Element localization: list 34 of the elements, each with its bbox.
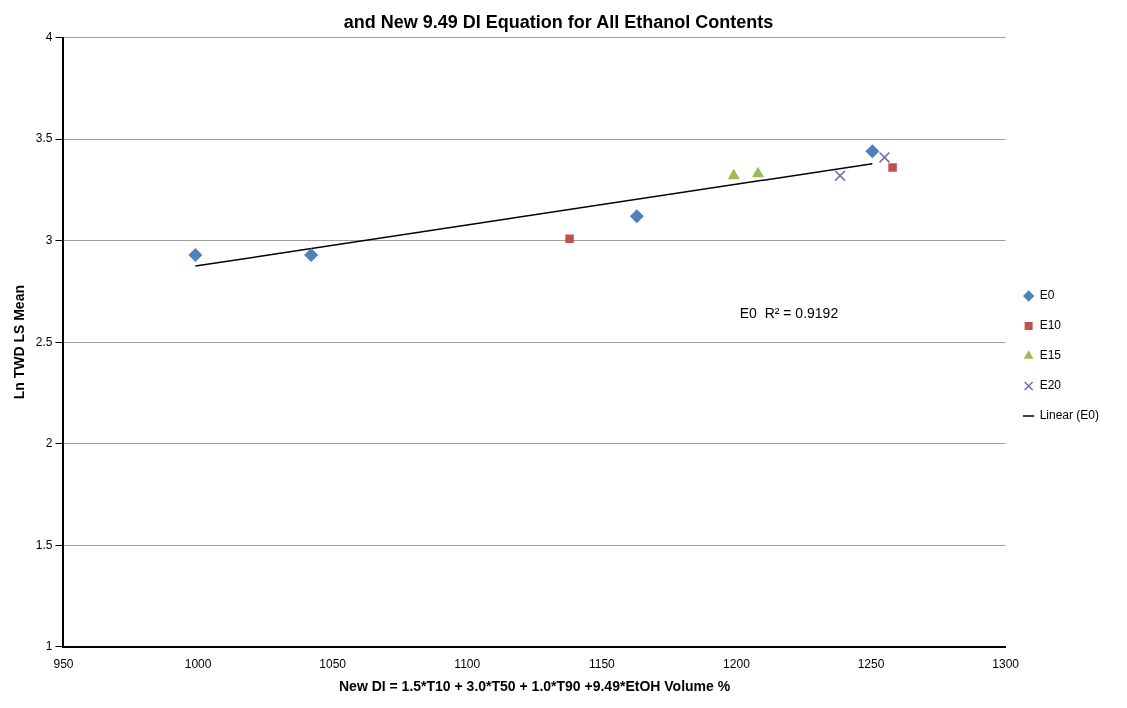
x-tick-label: 1150 [588,657,616,672]
annotation: E0 R² = 0.9192 [739,304,839,321]
legend-label: E10 [1039,318,1062,333]
point [565,234,574,243]
y-tick-label: 3 [45,232,53,247]
y-tick-label: 3.5 [35,131,53,146]
point [188,247,203,262]
point [751,166,765,178]
point [304,247,319,262]
x-tick-label: 1250 [857,657,885,672]
y-tick-label: 2 [45,436,53,451]
point [878,151,891,164]
y-tick-label: 1 [45,639,53,654]
point [727,168,740,180]
legend-label: Linear (E0) [1039,408,1100,423]
point [834,169,846,182]
y-axis-title: Ln TWD LS Mean [11,285,28,400]
x-tick-label: 1200 [723,657,751,672]
y-tick-label: 4 [45,29,53,44]
x-tick-label: 1100 [454,657,481,672]
x-tick-label: 950 [53,657,74,672]
chart-title: and New 9.49 DI Equation for All Ethanol Contents [343,11,774,32]
point [629,209,644,224]
y-tick-label: 1.5 [35,537,53,552]
legend-label: E20 [1039,378,1062,393]
legend-label: E0 [1039,288,1055,303]
x-tick-label: 1050 [319,657,347,672]
legend-label: E15 [1039,348,1062,363]
x-tick-label: 1300 [992,657,1020,672]
y-tick-label: 2.5 [35,334,53,349]
point [888,163,897,172]
x-axis-title: New DI = 1.5*T10 + 3.0*T50 + 1.0*T90 +9.49*EtOH Volume % [338,678,731,695]
point [865,144,880,159]
x-tick-label: 1000 [184,657,212,672]
